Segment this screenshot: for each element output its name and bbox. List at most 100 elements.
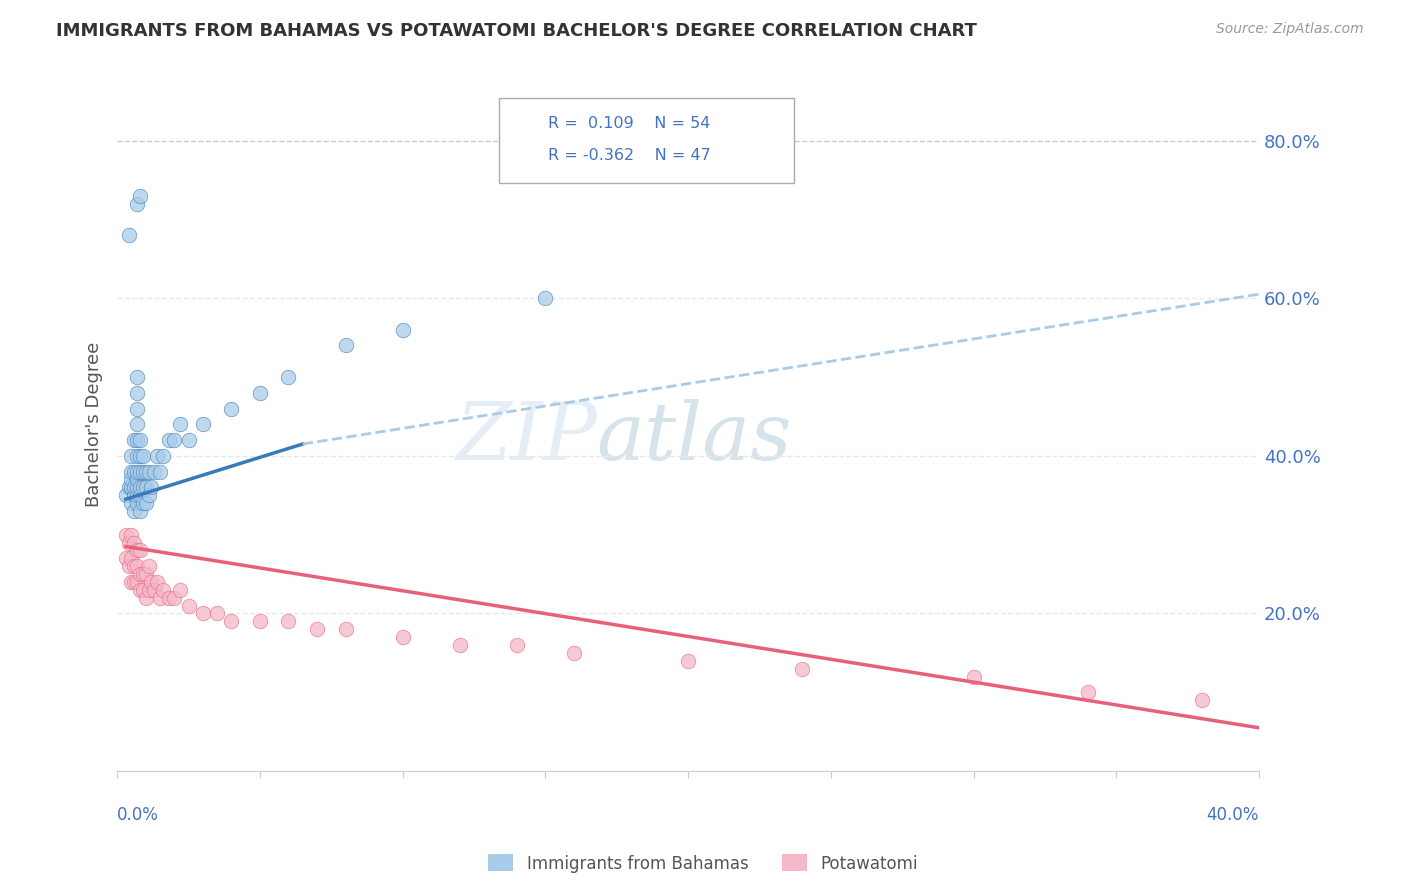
Point [138, 582, 160, 597]
Point [138, 559, 160, 574]
Point [127, 465, 149, 479]
Point [127, 488, 149, 502]
Point [391, 323, 413, 337]
Point [124, 574, 146, 589]
Point [127, 401, 149, 416]
Point [129, 504, 152, 518]
Point [249, 385, 271, 400]
Point [127, 196, 149, 211]
Point [277, 615, 299, 629]
Point [676, 654, 699, 668]
Point [114, 551, 136, 566]
Point [124, 559, 146, 574]
Point [149, 465, 172, 479]
Point [132, 496, 155, 510]
Point [127, 543, 149, 558]
Point [127, 480, 149, 494]
Point [152, 449, 174, 463]
Point [124, 535, 146, 549]
Text: ZIP: ZIP [456, 400, 596, 477]
Point [191, 607, 214, 621]
Text: atlas: atlas [596, 400, 792, 477]
Point [127, 449, 149, 463]
Point [129, 449, 152, 463]
Point [127, 574, 149, 589]
Point [127, 385, 149, 400]
Point [129, 567, 152, 582]
Point [157, 591, 180, 605]
Point [129, 488, 152, 502]
Text: IMMIGRANTS FROM BAHAMAS VS POTAWATOMI BACHELOR'S DEGREE CORRELATION CHART: IMMIGRANTS FROM BAHAMAS VS POTAWATOMI BA… [56, 22, 977, 40]
Point [177, 433, 200, 447]
Legend: Immigrants from Bahamas, Potawatomi: Immigrants from Bahamas, Potawatomi [482, 847, 924, 880]
Text: 40.0%: 40.0% [1206, 805, 1258, 824]
Point [191, 417, 214, 432]
Point [121, 473, 143, 487]
Point [205, 607, 228, 621]
Point [157, 433, 180, 447]
Point [449, 638, 471, 652]
Point [391, 630, 413, 644]
Point [792, 662, 814, 676]
Point [127, 496, 149, 510]
Point [127, 559, 149, 574]
Point [132, 567, 155, 582]
Point [962, 669, 984, 683]
Point [506, 638, 529, 652]
Point [129, 433, 152, 447]
Point [129, 480, 152, 494]
Text: R =  0.109    N = 54: R = 0.109 N = 54 [548, 116, 710, 130]
Text: 0.0%: 0.0% [117, 805, 159, 824]
Point [149, 591, 172, 605]
Point [117, 480, 139, 494]
Point [562, 646, 585, 660]
Y-axis label: Bachelor's Degree: Bachelor's Degree [86, 342, 103, 507]
Point [124, 480, 146, 494]
Point [305, 622, 328, 636]
Point [117, 228, 139, 243]
Point [124, 488, 146, 502]
Point [141, 480, 163, 494]
Point [121, 496, 143, 510]
Text: R = -0.362    N = 47: R = -0.362 N = 47 [548, 148, 711, 162]
Point [132, 480, 155, 494]
Point [277, 370, 299, 384]
Point [169, 417, 191, 432]
Point [138, 465, 160, 479]
Point [129, 543, 152, 558]
Point [534, 291, 557, 305]
Point [143, 582, 166, 597]
Point [135, 567, 157, 582]
Point [146, 574, 169, 589]
Point [127, 433, 149, 447]
Text: Source: ZipAtlas.com: Source: ZipAtlas.com [1216, 22, 1364, 37]
Point [249, 615, 271, 629]
Point [132, 582, 155, 597]
Point [335, 338, 357, 352]
Point [163, 433, 186, 447]
Point [129, 582, 152, 597]
Point [132, 449, 155, 463]
Point [121, 527, 143, 541]
Point [114, 527, 136, 541]
Point [135, 591, 157, 605]
Point [121, 465, 143, 479]
Point [121, 574, 143, 589]
Point [127, 417, 149, 432]
Point [129, 465, 152, 479]
Point [114, 488, 136, 502]
Point [152, 582, 174, 597]
Point [127, 473, 149, 487]
Point [146, 449, 169, 463]
Point [124, 433, 146, 447]
Point [143, 465, 166, 479]
Point [129, 188, 152, 202]
Point [335, 622, 357, 636]
Point [135, 496, 157, 510]
Point [124, 465, 146, 479]
Point [121, 551, 143, 566]
Point [135, 465, 157, 479]
Point [132, 465, 155, 479]
Point [1191, 693, 1213, 707]
Point [177, 599, 200, 613]
